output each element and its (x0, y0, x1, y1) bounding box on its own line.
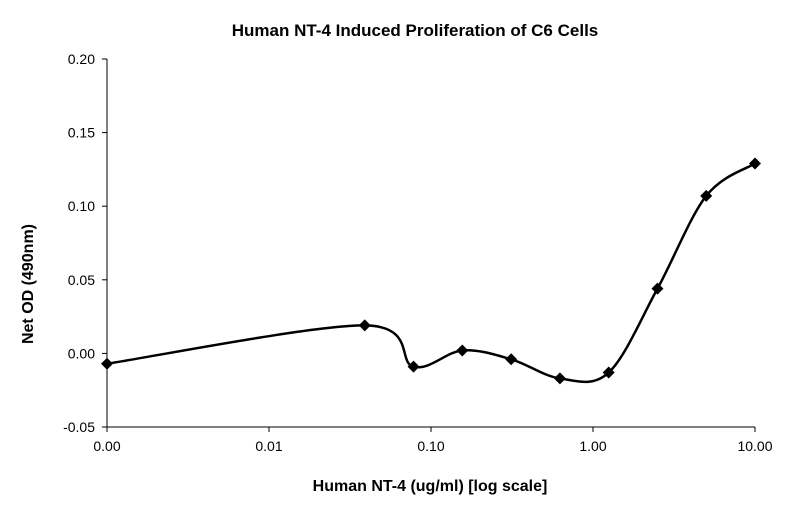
data-point-marker (602, 366, 615, 379)
y-axis-label: Net OD (490nm) (20, 224, 37, 344)
x-tick-label: 0.01 (255, 438, 282, 454)
series-line (106, 162, 756, 384)
chart-title: Human NT-4 Induced Proliferation of C6 C… (232, 21, 599, 40)
x-tick-label: 0.00 (93, 438, 120, 454)
x-tick-label: 1.00 (579, 438, 606, 454)
data-point-marker (407, 360, 420, 373)
data-point-marker (700, 189, 713, 202)
y-tick-label: -0.05 (63, 419, 95, 435)
x-axis-label: Human NT-4 (ug/ml) [log scale] (313, 478, 548, 495)
data-point-marker (505, 353, 518, 366)
axes (106, 59, 755, 428)
data-point-marker (651, 282, 664, 295)
y-tick-label: 0.05 (68, 272, 95, 288)
data-point-marker (101, 357, 113, 370)
data-point-marker (358, 319, 371, 332)
ticks: 0.20 0.15 0.10 0.05 0.00 -0.05 0.00 0.01 0.10 1.0… (63, 51, 773, 454)
y-tick-label: 0.00 (68, 345, 95, 361)
data-series (101, 157, 761, 385)
data-point-marker (749, 157, 761, 170)
x-tick-label: 0.10 (417, 438, 444, 454)
y-tick-label: 0.10 (68, 198, 95, 214)
data-point-marker (553, 372, 566, 385)
data-point-marker (456, 344, 469, 357)
y-tick-label: 0.20 (68, 51, 95, 67)
x-tick-label: 10.00 (737, 438, 772, 454)
y-tick-label: 0.15 (68, 125, 95, 141)
